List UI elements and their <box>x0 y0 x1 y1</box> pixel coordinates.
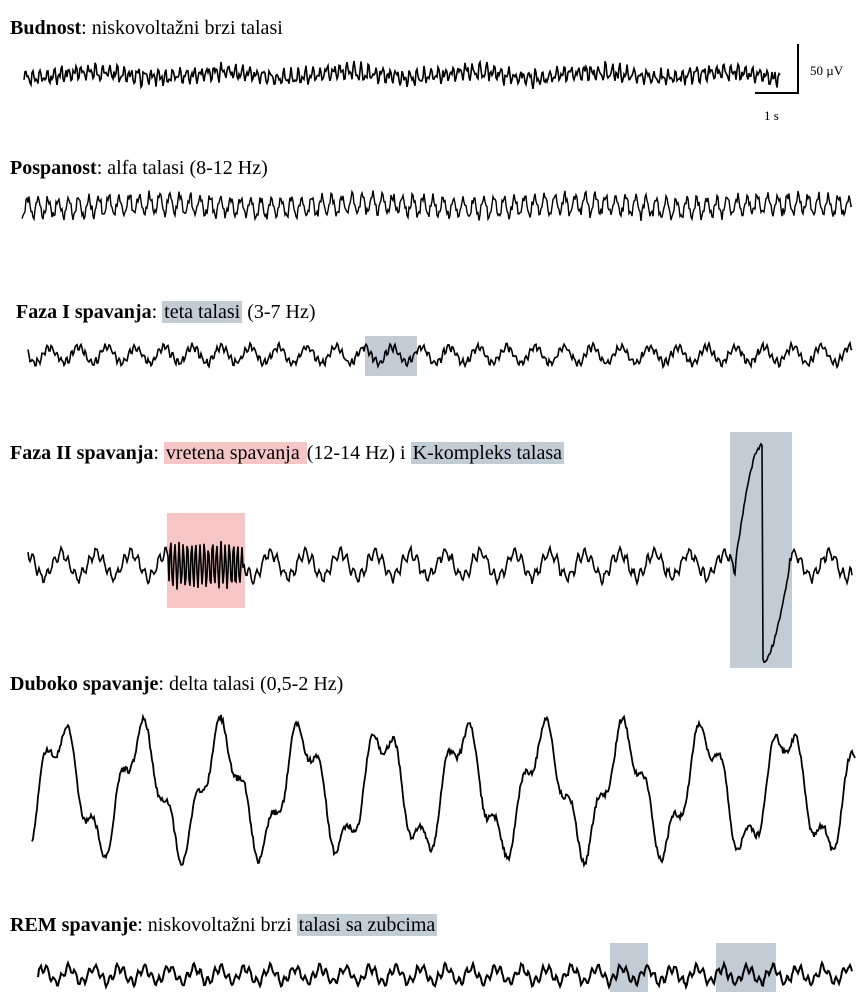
title-faza2: Faza II spavanja: vretena spavanja (12-1… <box>10 442 565 464</box>
box-teta <box>365 336 417 376</box>
scale-bar <box>755 44 799 94</box>
highlight-teta: teta talasi <box>162 301 243 323</box>
trace-faza1 <box>27 340 853 370</box>
title-pospanost: Pospanost: alfa talasi (8-12 Hz) <box>10 157 268 179</box>
box-zubci-1 <box>610 943 648 992</box>
title-duboko: Duboko spavanje: delta talasi (0,5-2 Hz) <box>10 673 344 695</box>
scale-amplitude-label: 50 µV <box>810 63 844 78</box>
trace-faza2 <box>27 442 853 664</box>
highlight-zubci: talasi sa zubcima <box>296 914 438 936</box>
highlight-vretena: vretena spavanja <box>163 442 307 464</box>
trace-rem <box>37 960 853 991</box>
title-faza1: Faza I spavanja: teta talasi (3-7 Hz) <box>16 301 316 323</box>
box-k-kompleks <box>730 432 792 668</box>
title-budnost: Budnost: niskovoltažni brzi talasi <box>10 17 283 39</box>
title-rem: REM spavanje: niskovoltažni brzi talasi … <box>10 914 438 936</box>
trace-budnost <box>23 59 781 90</box>
highlight-k-kompleks: K-kompleks talasa <box>410 442 565 464</box>
trace-pospanost <box>21 189 853 222</box>
scale-time-label: 1 s <box>764 108 779 123</box>
trace-duboko <box>31 713 856 868</box>
